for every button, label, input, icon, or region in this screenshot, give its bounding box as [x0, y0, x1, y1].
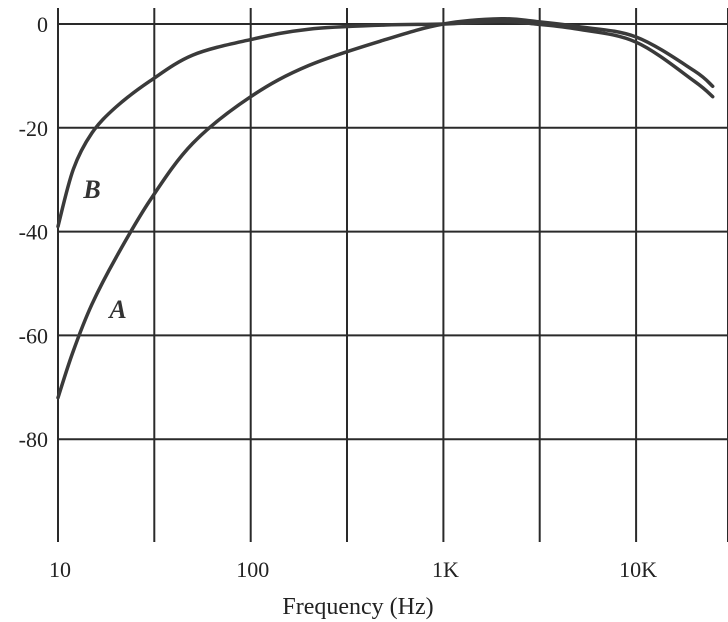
series-label-a: A: [107, 295, 126, 324]
gridlines: [57, 8, 728, 542]
curves: [56, 16, 715, 400]
x-tick-labels: 10 100 1K 10K: [49, 557, 657, 582]
y-tick-label-2: -40: [19, 220, 48, 245]
series-label-b: B: [82, 175, 100, 204]
y-tick-labels: 0 -20 -40 -60 -80: [19, 12, 48, 452]
x-tick-label-3: 10K: [619, 557, 657, 582]
x-tick-label-1: 100: [236, 557, 269, 582]
y-tick-label-3: -60: [19, 323, 48, 348]
x-tick-label-0: 10: [49, 557, 71, 582]
y-tick-label-1: -20: [19, 116, 48, 141]
x-axis-title: Frequency (Hz): [282, 594, 433, 620]
x-tick-label-2: 1K: [432, 557, 459, 582]
series-a-line: [56, 16, 715, 400]
y-tick-label-0: 0: [37, 12, 48, 37]
y-tick-label-4: -80: [19, 427, 48, 452]
series-b-line: [56, 19, 715, 229]
series-labels: AB: [82, 175, 126, 324]
